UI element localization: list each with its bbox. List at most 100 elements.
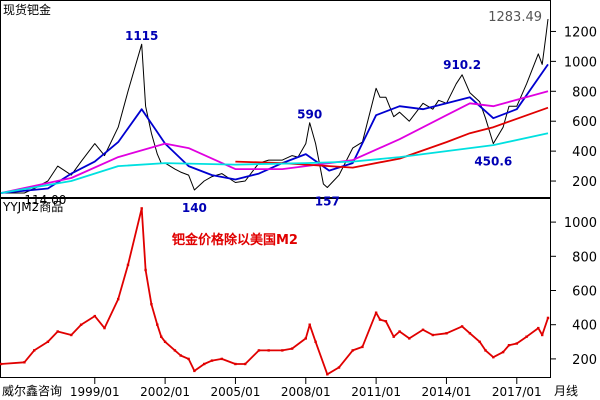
- top-series-line-0: [1, 18, 549, 194]
- bottom-series-point-0: [0, 362, 3, 366]
- bottom-series-point-20: [193, 369, 196, 373]
- y-tick-label-0-4: 1000: [564, 55, 597, 70]
- x-tick-label-6: 2017/01: [492, 385, 542, 399]
- bottom-series-point-3: [46, 340, 50, 343]
- corner-label: 威尔鑫咨询: [2, 383, 62, 398]
- bottom-series-point-7: [93, 314, 96, 318]
- y-tick-label-1-1: 400: [572, 319, 597, 334]
- bottom-series-point-9: [117, 297, 120, 301]
- top-series-line-2: [0, 90, 549, 194]
- y-tick-label-1-3: 800: [572, 250, 597, 265]
- bottom-series-point-54: [525, 335, 528, 338]
- bottom-series-point-42: [408, 337, 411, 340]
- bottom-series-point-34: [337, 366, 341, 369]
- y-tick-label-1-0: 200: [572, 353, 597, 368]
- bottom-series-point-27: [267, 349, 270, 352]
- x-tick-label-4: 2011/01: [351, 385, 401, 399]
- bottom-series-point-52: [507, 344, 511, 347]
- x-tick-label-0: 1999/01: [70, 385, 120, 399]
- bottom-series-point-24: [234, 362, 237, 366]
- bottom-series-point-47: [468, 332, 472, 335]
- bottom-series-point-40: [392, 335, 395, 338]
- bottom-panel-title: YYJM2商品: [2, 199, 63, 214]
- bottom-series-point-56: [541, 333, 544, 337]
- top-panel-frame: [0, 0, 551, 198]
- annotation-label-4: 1283.49: [488, 10, 542, 25]
- annotation-label-1: 590: [297, 108, 322, 122]
- bottom-series-point-8: [103, 326, 106, 330]
- top-series-group: [0, 18, 549, 194]
- bottom-series-point-10: [126, 263, 130, 267]
- bottom-series-group: [0, 207, 550, 376]
- annotation-label-0: 1115: [125, 29, 158, 43]
- annotation-label-6: 157: [315, 195, 340, 209]
- bottom-series-point-25: [244, 362, 247, 366]
- bottom-series-point-30: [304, 337, 307, 340]
- x-tick-label-1: 2002/01: [140, 385, 190, 399]
- bottom-panel-frame: [0, 198, 551, 378]
- bottom-series-point-51: [501, 350, 505, 354]
- top-series-line-4: [0, 132, 549, 194]
- y-tick-label-1-2: 600: [572, 285, 597, 300]
- bottom-series-point-19: [187, 357, 190, 361]
- bottom-series-point-50: [492, 356, 495, 359]
- bottom-series-point-4: [56, 330, 59, 333]
- bottom-series-point-29: [290, 347, 294, 350]
- bottom-series-point-49: [484, 349, 487, 352]
- bottom-series-point-43: [421, 328, 425, 331]
- x-unit-label: 月线: [554, 384, 578, 398]
- annotation-label-3: 450.6: [474, 155, 512, 169]
- x-tick-label-5: 2014/01: [422, 385, 472, 399]
- bottom-series-point-2: [33, 349, 36, 352]
- y-tick-label-1-4: 1000: [564, 216, 597, 231]
- x-tick-label-2: 2005/01: [211, 385, 261, 399]
- bottom-series-point-41: [398, 330, 401, 333]
- bottom-series-point-36: [361, 345, 364, 349]
- annotation-label-2: 910.2: [443, 58, 481, 72]
- y-tick-label-0-3: 800: [572, 85, 597, 100]
- bottom-series-point-32: [314, 340, 317, 343]
- annotation-group: 1115 590 910.2 450.6 1283.49 140 157 114.00: [24, 10, 542, 215]
- bottom-series-point-16: [163, 340, 167, 343]
- annotation-label-7: 114.00: [24, 193, 66, 207]
- bottom-series-point-44: [431, 333, 434, 337]
- bottom-series-point-18: [179, 354, 182, 357]
- x-tick-label-3: 2008/01: [281, 385, 331, 399]
- bottom-series-point-37: [374, 311, 378, 314]
- annotation-label-5: 140: [182, 201, 207, 215]
- bottom-series-point-31: [308, 323, 311, 326]
- bottom-series-point-45: [445, 332, 448, 335]
- bottom-series-point-28: [281, 349, 284, 352]
- bottom-series-point-53: [515, 342, 518, 345]
- bottom-series-point-39: [384, 320, 388, 323]
- bottom-series-point-21: [203, 362, 206, 366]
- bottom-series-point-35: [351, 349, 354, 352]
- top-panel-title: 现货钯金: [3, 2, 51, 17]
- bottom-series-point-1: [23, 361, 26, 364]
- y-tick-label-0-2: 600: [572, 115, 597, 130]
- bottom-series-point-5: [70, 333, 73, 337]
- y-tick-label-0-0: 200: [572, 175, 597, 190]
- y-tick-label-0-1: 400: [572, 145, 597, 160]
- bottom-series-point-23: [220, 357, 223, 361]
- bottom-series-point-15: [160, 335, 163, 338]
- bottom-series-point-14: [156, 323, 159, 326]
- bottom-series-point-22: [210, 359, 214, 362]
- bottom-series-point-46: [460, 325, 464, 328]
- bottom-series-point-33: [326, 373, 329, 376]
- y-tick-label-0-5: 1200: [564, 25, 597, 40]
- bottom-series-point-57: [546, 316, 550, 320]
- bottom-panel-note: 钯金价格除以美国M2: [171, 232, 298, 248]
- bottom-series-point-26: [257, 349, 261, 352]
- bottom-series-point-11: [140, 207, 143, 210]
- bottom-series-point-12: [144, 268, 147, 272]
- bottom-series-point-48: [478, 340, 481, 343]
- bottom-series-line-0: [0, 207, 549, 376]
- bottom-series-point-17: [173, 349, 177, 352]
- bottom-series-point-38: [378, 318, 382, 321]
- bottom-series-point-55: [537, 326, 540, 330]
- bottom-series-point-6: [79, 323, 83, 326]
- bottom-series-point-13: [150, 303, 153, 306]
- tick-group: 200 400 600 800 1000 1200 200 400 600 800 1000 1999…: [70, 25, 597, 399]
